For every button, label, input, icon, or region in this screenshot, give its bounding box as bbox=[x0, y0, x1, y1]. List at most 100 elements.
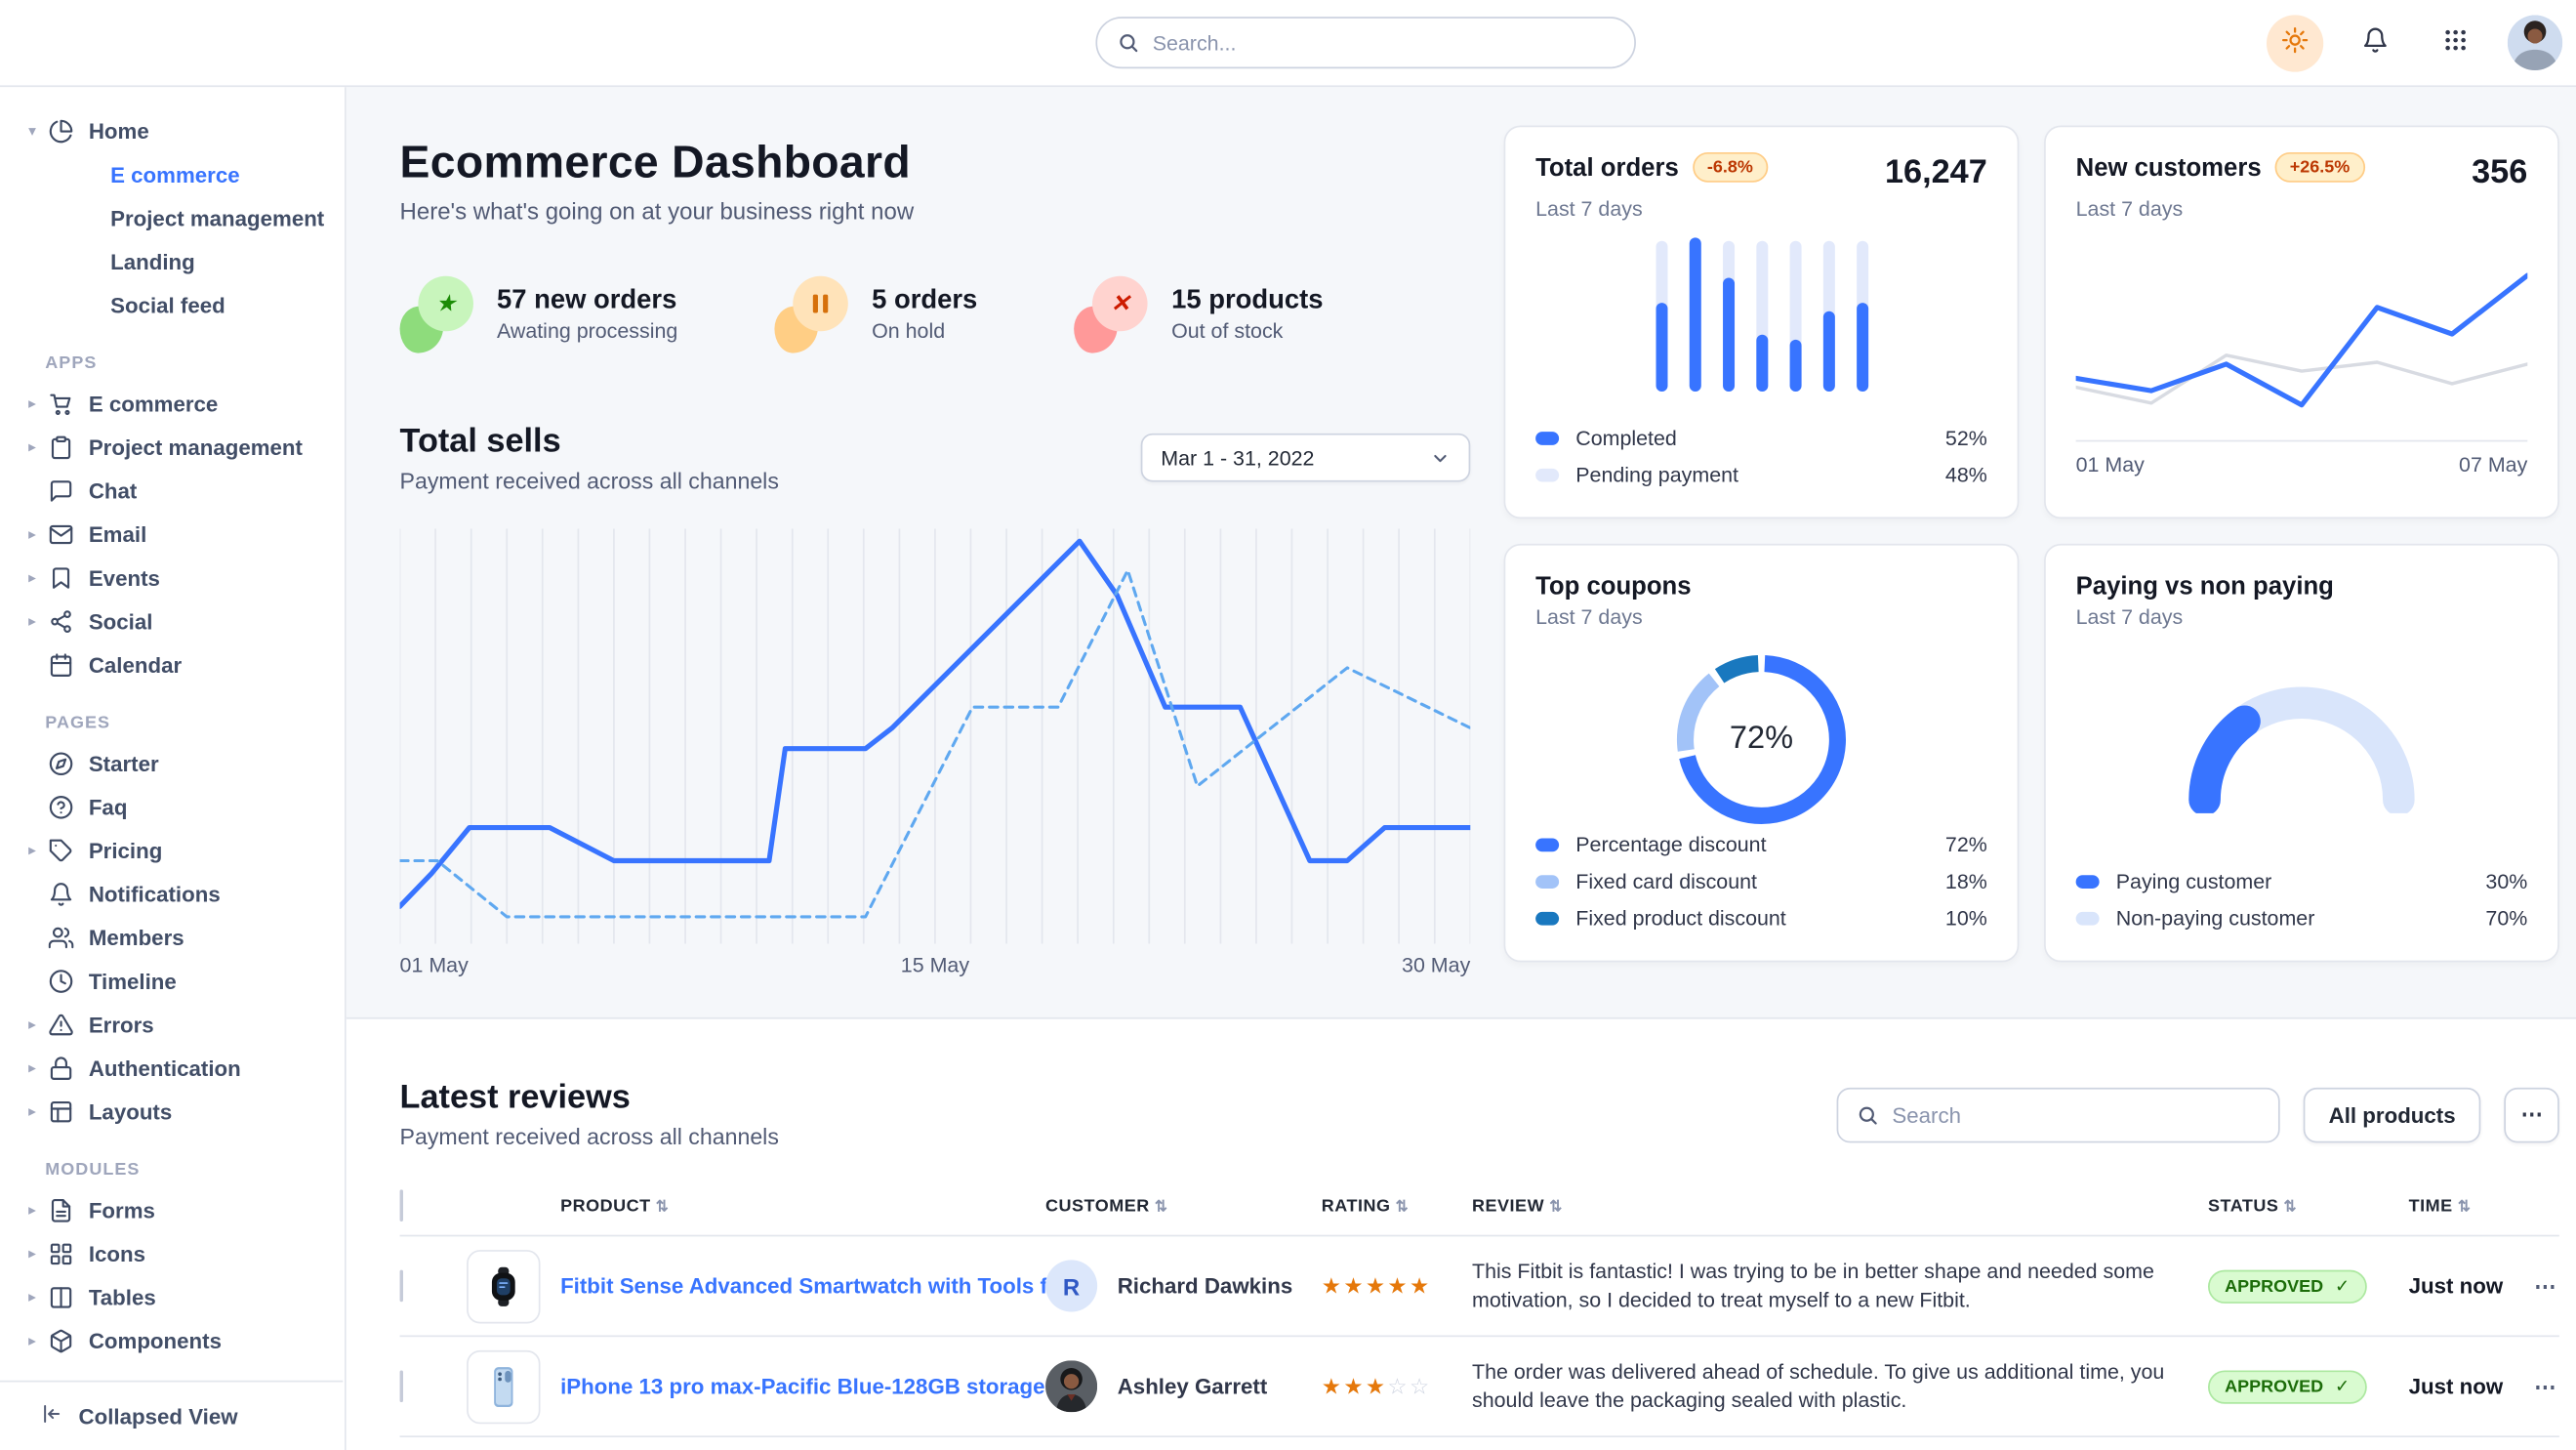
column-header-time[interactable]: TIME ⇅ bbox=[2408, 1195, 2472, 1217]
sidebar-item-tables[interactable]: ▸ Tables bbox=[0, 1275, 345, 1319]
product-link[interactable]: iPhone 13 pro max-Pacific Blue-128GB sto… bbox=[560, 1373, 1045, 1398]
apps-grid-button[interactable] bbox=[2427, 15, 2483, 71]
legend-label: Fixed product discount bbox=[1575, 906, 1786, 931]
sidebar-item-label: Authentication bbox=[88, 1055, 241, 1081]
sidebar-item-layouts[interactable]: ▸ Layouts bbox=[0, 1090, 345, 1134]
sidebar-item-starter[interactable]: Starter bbox=[0, 741, 345, 785]
legend-row: Completed 52% bbox=[1535, 420, 1987, 457]
all-products-button[interactable]: All products bbox=[2303, 1087, 2481, 1142]
sidebar-item-events[interactable]: ▸ Events bbox=[0, 556, 345, 600]
legend-row: Pending payment 48% bbox=[1535, 457, 1987, 494]
user-avatar[interactable] bbox=[2507, 15, 2563, 70]
sidebar-item-social[interactable]: ▸ Social bbox=[0, 599, 345, 642]
legend-swatch bbox=[1535, 432, 1560, 445]
sidebar-item-calendar[interactable]: Calendar bbox=[0, 642, 345, 686]
sidebar-item-project-management[interactable]: Project management bbox=[110, 204, 325, 230]
sidebar-item-e-commerce[interactable]: E commerce bbox=[110, 161, 240, 187]
chat-icon bbox=[49, 477, 74, 503]
sidebar-item-pricing[interactable]: ▸ Pricing bbox=[0, 828, 345, 872]
sidebar-item-label: Chat bbox=[88, 477, 138, 503]
caret-right-icon: ▸ bbox=[28, 841, 36, 858]
legend-swatch bbox=[2075, 911, 2100, 926]
date-range-value: Mar 1 - 31, 2022 bbox=[1161, 445, 1315, 470]
sidebar-item-icons[interactable]: ▸ Icons bbox=[0, 1231, 345, 1275]
sidebar-item-email[interactable]: ▸ Email bbox=[0, 512, 345, 556]
legend-value: 10% bbox=[1944, 906, 1987, 931]
package-icon bbox=[49, 1328, 74, 1353]
legend-label: Fixed card discount bbox=[1575, 870, 1757, 894]
sidebar-item-forms[interactable]: ▸ Forms bbox=[0, 1188, 345, 1232]
sidebar-item-social-feed[interactable]: Social feed bbox=[110, 292, 225, 317]
sidebar-item-label: Timeline bbox=[88, 968, 177, 994]
row-actions-menu[interactable]: ⋯ bbox=[2534, 1272, 2556, 1298]
sidebar-item-members[interactable]: Members bbox=[0, 915, 345, 959]
sidebar-item-home[interactable]: ▾ Home bbox=[0, 108, 345, 152]
review-text: This Fitbit is fantastic! I was trying t… bbox=[1472, 1259, 2154, 1311]
check-icon: ✓ bbox=[2329, 1275, 2351, 1297]
star-blob-icon: ★ bbox=[399, 275, 473, 353]
date-range-select[interactable]: Mar 1 - 31, 2022 bbox=[1140, 433, 1471, 482]
sidebar: ▾ Home E commerce Project management Landing… bbox=[0, 87, 347, 1450]
card-value: 16,247 bbox=[1884, 153, 1987, 191]
sidebar-item-project-management[interactable]: ▸ Project management bbox=[0, 425, 345, 469]
sidebar-item-label: Icons bbox=[88, 1240, 146, 1266]
column-header-product[interactable]: PRODUCT ⇅ bbox=[560, 1195, 670, 1217]
card-period: Last 7 days bbox=[2075, 605, 2184, 630]
nav-section-label: PAGES bbox=[45, 713, 111, 733]
status-badge: APPROVED ✓ bbox=[2208, 1369, 2367, 1403]
sidebar-item-faq[interactable]: Faq bbox=[0, 785, 345, 829]
paying-gauge-chart bbox=[2176, 673, 2427, 816]
collapse-label: Collapsed View bbox=[78, 1403, 238, 1429]
check-icon: ✓ bbox=[2329, 1376, 2351, 1397]
sidebar-item-label: Calendar bbox=[88, 651, 183, 678]
column-header-customer[interactable]: CUSTOMER ⇅ bbox=[1045, 1195, 1168, 1217]
caret-right-icon: ▸ bbox=[28, 1244, 36, 1262]
caret-right-icon: ▸ bbox=[28, 1101, 36, 1119]
reviews-search[interactable] bbox=[1836, 1087, 2280, 1142]
card-title: Total orders bbox=[1535, 153, 1679, 183]
theme-toggle-button[interactable] bbox=[2266, 14, 2324, 71]
sidebar-item-notifications[interactable]: Notifications bbox=[0, 872, 345, 916]
sidebar-item-authentication[interactable]: ▸ Authentication bbox=[0, 1046, 345, 1090]
table-row: iPhone 13 pro max-Pacific Blue-128GB sto… bbox=[399, 1337, 2559, 1438]
search-icon bbox=[1860, 1105, 1878, 1124]
sidebar-item-e-commerce[interactable]: ▸ E commerce bbox=[0, 382, 345, 426]
sidebar-item-label: Events bbox=[88, 564, 160, 591]
top-coupons-card: Top coupons Last 7 days 72% Percentage d… bbox=[1503, 543, 2020, 963]
select-all-checkbox[interactable] bbox=[399, 1188, 403, 1222]
sidebar-item-errors[interactable]: ▸ Errors bbox=[0, 1002, 345, 1046]
legend-label: Pending payment bbox=[1575, 463, 1738, 487]
sidebar-item-label: Errors bbox=[88, 1011, 154, 1037]
sidebar-item-label: Forms bbox=[88, 1197, 155, 1222]
search-input[interactable] bbox=[1152, 30, 1615, 55]
collapse-sidebar-button[interactable]: Collapsed View bbox=[0, 1380, 344, 1450]
column-header-status[interactable]: STATUS ⇅ bbox=[2208, 1195, 2297, 1217]
legend-row: Fixed card discount 18% bbox=[1535, 863, 1987, 900]
card-period: Last 7 days bbox=[1535, 605, 1643, 630]
legend-swatch bbox=[2075, 875, 2100, 889]
sidebar-item-timeline[interactable]: Timeline bbox=[0, 959, 345, 1003]
stat-5-orders: 5 orders On hold bbox=[774, 275, 978, 353]
sort-icon: ⇅ bbox=[1154, 1197, 1168, 1215]
reviews-table: PRODUCT ⇅ CUSTOMER ⇅ RATING ⇅ REVIEW ⇅ STATUS ⇅ TI… bbox=[399, 1186, 2559, 1450]
column-header-review[interactable]: REVIEW ⇅ bbox=[1472, 1195, 1563, 1217]
layout-icon bbox=[49, 1098, 74, 1124]
row-checkbox[interactable] bbox=[399, 1268, 403, 1302]
more-actions-button[interactable]: ⋯ bbox=[2504, 1087, 2559, 1142]
sidebar-item-chat[interactable]: Chat bbox=[0, 469, 345, 513]
legend-row: Non-paying customer 70% bbox=[2075, 900, 2527, 937]
row-actions-menu[interactable]: ⋯ bbox=[2534, 1373, 2556, 1398]
stat-value: 5 orders bbox=[872, 286, 978, 315]
dashboard-top-section: Ecommerce Dashboard Here's what's going … bbox=[347, 87, 2576, 1017]
product-link[interactable]: Fitbit Sense Advanced Smartwatch with To… bbox=[560, 1272, 1080, 1298]
rating-stars: ★★★★★ bbox=[1321, 1272, 1432, 1298]
notifications-button[interactable] bbox=[2347, 15, 2403, 71]
column-header-rating[interactable]: RATING ⇅ bbox=[1321, 1195, 1410, 1217]
reviews-search-input[interactable] bbox=[1892, 1101, 2261, 1128]
global-search[interactable] bbox=[1095, 17, 1636, 69]
sidebar-item-landing[interactable]: Landing bbox=[110, 248, 195, 274]
customer-name: Ashley Garrett bbox=[1117, 1373, 1268, 1399]
legend-value: 18% bbox=[1944, 870, 1987, 894]
row-checkbox[interactable] bbox=[399, 1369, 403, 1402]
sidebar-item-components[interactable]: ▸ Components bbox=[0, 1318, 345, 1362]
